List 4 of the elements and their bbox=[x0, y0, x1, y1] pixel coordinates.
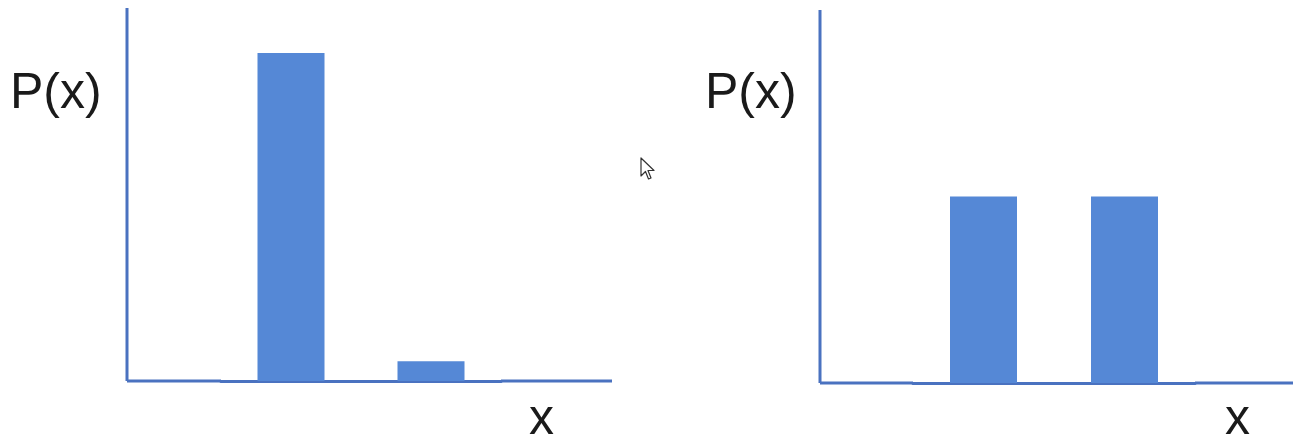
x-axis-title: x bbox=[1225, 389, 1250, 442]
x-axis-title: x bbox=[529, 389, 554, 442]
y-axis-title: P(x) bbox=[705, 63, 797, 119]
y-axis-title: P(x) bbox=[10, 63, 102, 119]
